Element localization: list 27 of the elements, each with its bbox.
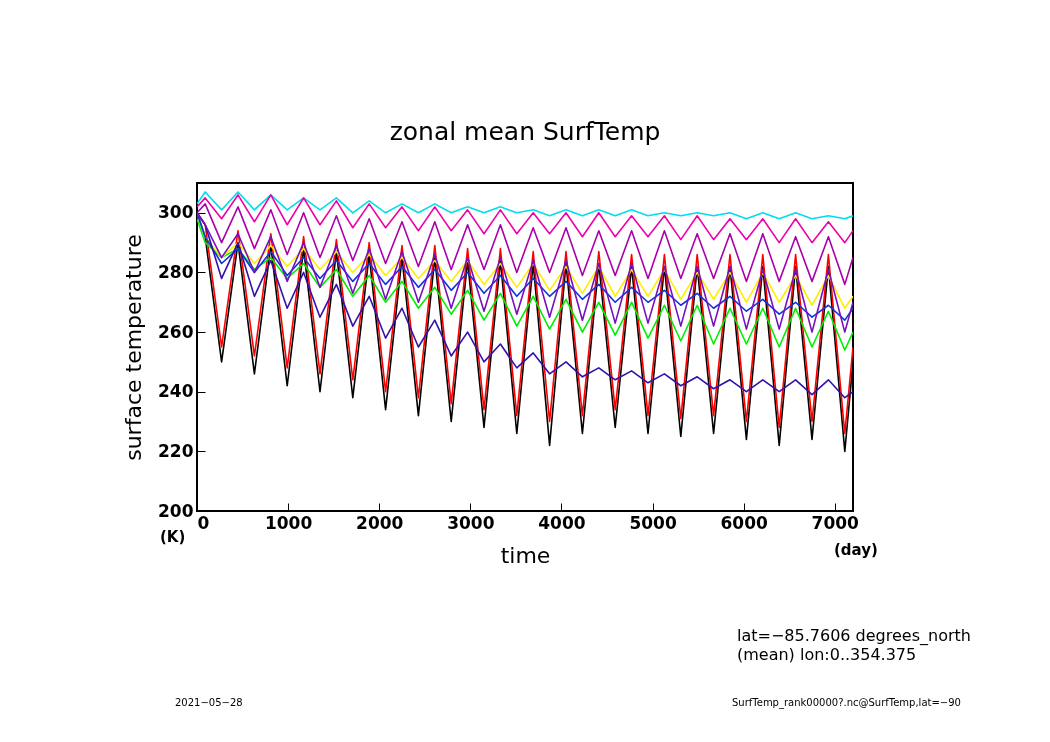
y-tick-label: 300 [158, 202, 194, 223]
x-axis-title: time [500, 542, 551, 568]
line-series [197, 203, 853, 286]
line-series [197, 191, 853, 220]
text: (K) [160, 528, 186, 546]
x-tick-label: 5000 [629, 512, 677, 533]
text: SurfTemp_rank00000?.nc@SurfTemp,lat=−90 [732, 697, 961, 708]
y-axis-title: surface temperature [121, 234, 147, 461]
x-tick-label: 4000 [538, 512, 586, 533]
chart-title: zonal mean SurfTemp [389, 117, 661, 146]
text: lat=−85.7606 degrees_north [737, 626, 971, 645]
x-tick-label: 2000 [356, 512, 404, 533]
y-tick-label: 200 [158, 500, 194, 521]
text: (mean) lon:0..354.375 [737, 645, 917, 664]
y-tick-label: 280 [158, 261, 194, 282]
y-tick-label: 220 [158, 440, 194, 461]
text: (day) [834, 541, 878, 559]
x-tick-label: 7000 [811, 512, 860, 533]
y-tick-label: 260 [158, 321, 194, 342]
x-tick-label: 6000 [720, 512, 768, 533]
x-tick-label: 0 [197, 512, 210, 533]
x-tick-label: 1000 [264, 512, 313, 533]
x-tick-label: 3000 [447, 512, 495, 533]
text: 2021−05−28 [175, 697, 243, 708]
y-tick-label: 240 [158, 381, 194, 402]
line-series [197, 194, 853, 244]
line-series [197, 217, 853, 351]
